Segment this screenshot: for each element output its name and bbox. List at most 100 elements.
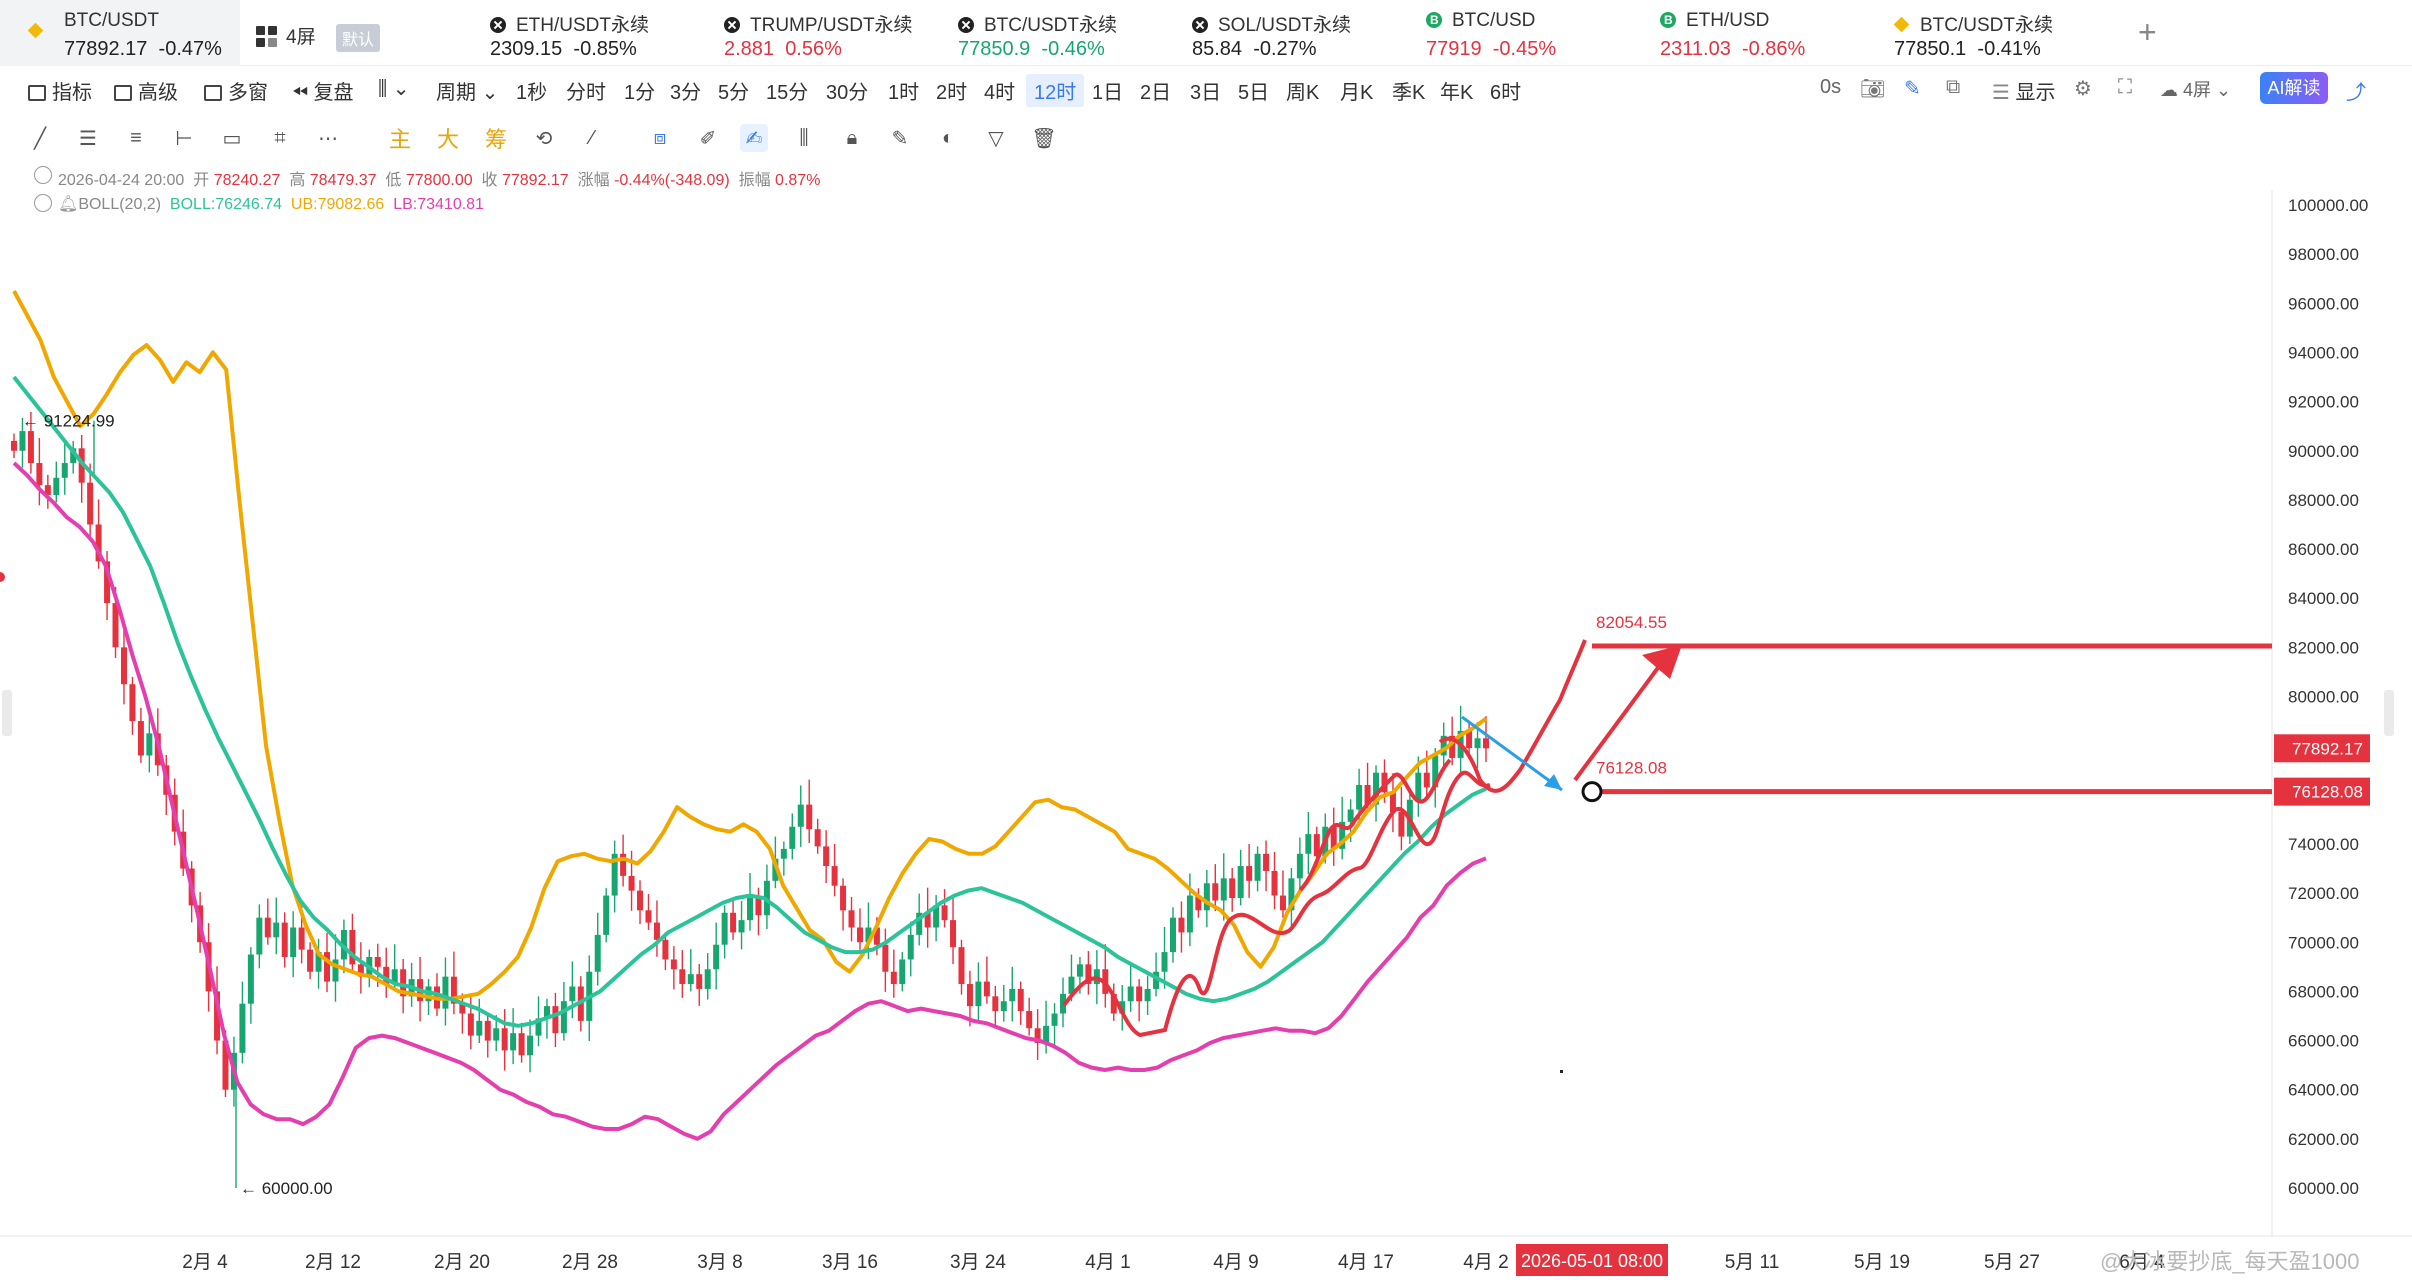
add-tab-plus-icon[interactable]: +: [2138, 14, 2157, 50]
chart-type-button[interactable]: ⫼ ⌄: [378, 76, 410, 101]
chips-toggle[interactable]: 筹: [484, 127, 507, 152]
horizontal-ray-icon[interactable]: ⊢: [175, 127, 193, 150]
ticker-change: 0.56%: [785, 38, 842, 60]
interval-1s[interactable]: 1秒: [516, 82, 548, 104]
x-tick-label: 4月 1: [1085, 1252, 1130, 1273]
candle-body: [264, 917, 271, 938]
interval-2h[interactable]: 2时: [936, 82, 968, 104]
share-icon[interactable]: ⤴: [2346, 82, 2366, 104]
ticker-tab-btc-usd[interactable]: BTC/USD 77919 -0.45%: [1426, 8, 1646, 62]
freehand-draw-icon[interactable]: ✍: [740, 124, 768, 152]
collapse-icon[interactable]: [34, 194, 52, 212]
candle-body: [459, 1003, 466, 1014]
interval-3m[interactable]: 3分: [670, 82, 702, 104]
replay-button[interactable]: ⏪︎ 复盘: [292, 76, 354, 105]
watermark: @大冰要抄底_每天盈1000: [2100, 1249, 2360, 1274]
ticker-tab-btc-usdt-perp-2[interactable]: BTC/USDT永续 77850.1 -0.41%: [1894, 8, 2114, 62]
interval-1h[interactable]: 1时: [888, 82, 920, 104]
price-range-icon[interactable]: ⌗: [274, 126, 286, 149]
cloud-layout-button[interactable]: ☁ 4屏 ⌄: [2160, 76, 2231, 102]
interval-15m[interactable]: 15分: [766, 82, 809, 104]
ticker-tab-eth-usd[interactable]: ETH/USD 2311.03 -0.86%: [1660, 8, 1880, 62]
ruler-icon[interactable]: ✐: [699, 127, 717, 150]
default-layout-badge[interactable]: 默认: [336, 24, 381, 52]
fullscreen-icon[interactable]: ⛶: [2118, 76, 2132, 98]
candle-body: [357, 964, 364, 977]
crosshair-date-text: 2026-05-01 08:00: [1521, 1251, 1663, 1271]
candle-body: [1288, 878, 1295, 911]
settings-gear-icon[interactable]: ⚙: [2074, 78, 2092, 100]
candle-body: [992, 996, 999, 1012]
filter-icon[interactable]: ▽: [988, 127, 1004, 150]
advanced-button[interactable]: 高级: [114, 76, 178, 105]
ticker-name: BTC/USDT永续: [1920, 15, 2054, 36]
interval-1d[interactable]: 1日: [1092, 82, 1124, 104]
period-label: 周期: [436, 82, 476, 104]
collapse-icon[interactable]: [34, 166, 52, 184]
interval-6h[interactable]: 6时: [1490, 82, 1522, 104]
main-chart-toggle[interactable]: 主: [388, 127, 411, 152]
period-dropdown[interactable]: 周期 ⌄: [436, 76, 498, 105]
candle-body: [1474, 738, 1481, 749]
candle-body: [1186, 895, 1193, 933]
interval-1m[interactable]: 1分: [624, 82, 656, 104]
note-icon[interactable]: ✎: [891, 127, 909, 150]
list-icon: ☰: [1992, 82, 2010, 104]
interval-quarter[interactable]: 季K: [1392, 82, 1426, 104]
layout-icon[interactable]: ⧉: [1946, 76, 1961, 98]
brush-icon[interactable]: ⁄: [590, 126, 594, 149]
interval-5m[interactable]: 5分: [718, 82, 750, 104]
interval-3d[interactable]: 3日: [1190, 82, 1222, 104]
candle-body: [391, 969, 398, 985]
ai-interpret-button[interactable]: AI解读: [2260, 72, 2328, 104]
ticker-tab-sol-usdt-perp[interactable]: SOL/USDT永续 85.84 -0.27%: [1192, 8, 1412, 62]
ohlc-legend: 2026-04-24 20:00 开 78240.27 高 78479.37 低…: [34, 166, 820, 190]
interval-2d[interactable]: 2日: [1140, 82, 1172, 104]
rectangle-icon[interactable]: ▭: [222, 127, 242, 150]
trend-line-icon[interactable]: ╱: [33, 127, 47, 150]
ticker-change: -0.47%: [158, 38, 222, 60]
interval-month[interactable]: 月K: [1340, 82, 1374, 104]
candle-body: [290, 927, 297, 957]
candle-body: [890, 971, 897, 985]
ticker-tab-btc-usdt-perp[interactable]: BTC/USDT永续 77850.9 -0.46%: [958, 8, 1178, 62]
current-price-text: 77892.17: [2292, 739, 2363, 758]
eye-icon[interactable]: ◐: [941, 126, 955, 149]
x-tick-label: 2月 28: [562, 1252, 618, 1273]
lock-icon[interactable]: 🔒︎: [846, 126, 858, 149]
indicators-button[interactable]: 指标: [28, 76, 92, 105]
more-icon[interactable]: ⋯: [318, 127, 338, 150]
multi-window-button[interactable]: 多窗: [204, 76, 268, 105]
ticker-tab-eth-usdt-perp[interactable]: ETH/USDT永续 2309.15 -0.85%: [490, 8, 710, 62]
ticker-tab-btc-usdt[interactable]: BTC/USDT 77892.17 -0.47%: [0, 0, 240, 66]
interval-30m[interactable]: 30分: [826, 82, 869, 104]
candle-pattern-icon[interactable]: ⫼: [799, 126, 809, 149]
display-button[interactable]: ☰ 显示: [1992, 76, 2056, 105]
candle-body: [780, 848, 787, 859]
interval-year[interactable]: 年K: [1440, 82, 1474, 104]
interval-12h-selected[interactable]: 12时: [1026, 74, 1085, 107]
trash-icon[interactable]: 🗑︎: [1031, 127, 1057, 150]
candle-body: [214, 991, 221, 1041]
camera-icon[interactable]: 📷︎: [1860, 78, 1886, 100]
alert-icon[interactable]: ⟲: [535, 127, 553, 150]
candle-body: [1423, 772, 1430, 788]
parallel-lines-icon[interactable]: ☰: [79, 127, 97, 150]
ticker-tab-trump-usdt-perp[interactable]: TRUMP/USDT永续 2.881 0.56%: [724, 8, 944, 62]
interval-5d[interactable]: 5日: [1238, 82, 1270, 104]
interval-week[interactable]: 周K: [1286, 82, 1320, 104]
pen-icon[interactable]: ✎: [1904, 78, 1921, 100]
horizontal-lines-icon[interactable]: ≡: [130, 126, 142, 149]
interval-4h[interactable]: 4时: [984, 82, 1016, 104]
countdown-label: 0s: [1820, 76, 1842, 98]
screens-button[interactable]: 4屏: [256, 22, 316, 49]
boll-name: BOLL(20,2): [78, 196, 162, 213]
layout-label: 4屏: [2183, 80, 2212, 100]
magnet-icon[interactable]: ⧈: [653, 126, 667, 149]
interval-timeline[interactable]: 分时: [566, 82, 606, 104]
big-order-toggle[interactable]: 大: [436, 127, 459, 152]
y-tick-label: 60000.00: [2288, 1179, 2359, 1198]
change-label: 涨幅: [577, 172, 610, 189]
candle-body: [442, 976, 449, 1009]
